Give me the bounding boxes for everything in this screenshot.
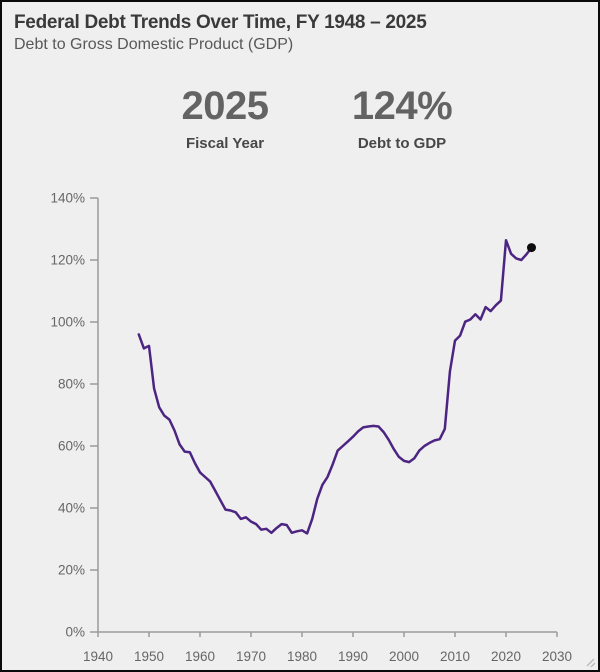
page-title: Federal Debt Trends Over Time, FY 1948 –… [14,12,427,33]
x-axis-tick-label: 1970 [236,649,266,664]
x-axis-tick-label: 2000 [389,649,419,664]
x-axis-tick-label: 2010 [440,649,470,664]
y-axis-tick-label: 120% [50,253,85,268]
stat-fiscal-year: 2025 Fiscal Year [140,86,310,152]
y-axis-tick-label: 20% [58,563,85,578]
latest-point-marker [527,243,536,253]
y-axis-tick-label: 40% [58,501,85,516]
x-axis-tick-label: 1990 [338,649,368,664]
x-axis-tick-label: 1980 [287,649,317,664]
stat-debt-to-gdp: 124% Debt to GDP [317,86,487,152]
stat-value-fiscal-year: 2025 [181,84,269,128]
y-axis-tick-label: 0% [65,625,85,640]
x-axis-tick-label: 2030 [542,649,572,664]
y-axis-tick-label: 80% [58,377,85,392]
page-subtitle: Debt to Gross Domestic Product (GDP) [14,36,294,53]
debt-to-gdp-line [137,238,533,535]
stat-value-debt-to-gdp: 124% [351,84,453,128]
x-axis-tick-label: 2020 [491,649,521,664]
stat-label-debt-to-gdp: Debt to GDP [357,135,447,152]
axis-lines [97,198,557,633]
y-axis-tick-label: 140% [50,191,85,206]
x-axis-tick-label: 1950 [134,649,164,664]
stat-label-fiscal-year: Fiscal Year [185,135,265,152]
resize-handle-icon[interactable] [586,658,596,668]
y-axis-tick-label: 60% [58,439,85,454]
y-axis-tick-label: 100% [50,315,85,330]
x-axis-tick-label: 1940 [83,649,113,664]
x-axis-tick-label: 1960 [185,649,215,664]
